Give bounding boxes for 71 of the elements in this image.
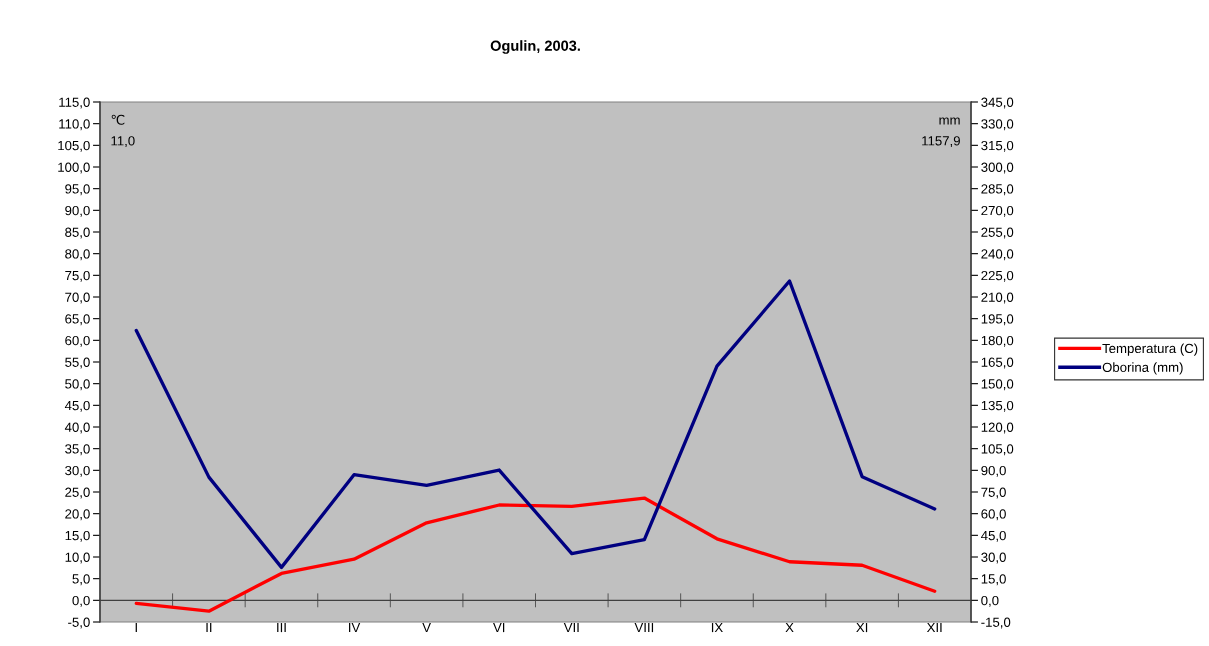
x-tick-label: IV — [349, 623, 361, 633]
y-tick-label: 50,0 — [65, 379, 90, 391]
x-tick-label: IX — [711, 623, 723, 633]
y2-tick-label: 315,0 — [981, 140, 1014, 152]
y2-tick-label: 285,0 — [981, 184, 1014, 196]
y2-tick-label: 120,0 — [981, 422, 1014, 434]
y-tick-label: 45,0 — [64, 400, 90, 412]
y-tick-label: 90,0 — [65, 205, 90, 217]
x-tick-label: I — [135, 623, 137, 633]
y-tick-label: 110,0 — [59, 119, 90, 131]
y2-tick-label: 195,0 — [981, 314, 1014, 326]
y-tick-label: 20,0 — [65, 509, 90, 521]
y2-tick-label: 75,0 — [981, 487, 1006, 499]
y2-tick-label: 0,0 — [981, 595, 999, 607]
y2-tick-label: 15,0 — [981, 574, 1006, 586]
legend-label: Oborina (mm) — [1102, 362, 1183, 375]
legend-label: Temperatura (C) — [1102, 343, 1198, 356]
line-series — [134, 279, 937, 570]
y-tick-label: 100,0 — [58, 162, 90, 174]
x-tick-label: III — [277, 623, 286, 633]
x-tick-label: XII — [926, 623, 942, 633]
y-tick-label: 35,0 — [65, 444, 90, 456]
y-tick-label: 10,0 — [65, 552, 90, 564]
y2-tick-label: 105,0 — [981, 444, 1014, 456]
x-tick-label: V — [422, 623, 431, 633]
y-tick-label: 95,0 — [65, 184, 90, 196]
y2-tick-label: 60,0 — [981, 509, 1006, 521]
y-tick-label: 65,0 — [65, 314, 90, 326]
x-tick-label: X — [785, 623, 794, 633]
y2-tick-label: 90,0 — [981, 465, 1006, 477]
annotation: mm — [939, 117, 960, 125]
y-tick-label: 70,0 — [65, 292, 90, 304]
y-tick-label: 75,0 — [65, 270, 90, 282]
y-tick-label: 55,0 — [65, 357, 90, 369]
y2-tick-label: -15,0 — [981, 617, 1011, 629]
y2-tick-label: 330,0 — [981, 119, 1014, 131]
y2-tick-label: 210,0 — [981, 292, 1014, 304]
y-tick-label: 5,0 — [72, 574, 90, 586]
x-tick-label: VIII — [634, 623, 654, 633]
y-tick-label: 30,0 — [65, 465, 90, 477]
y2-tick-label: 135,0 — [981, 400, 1014, 412]
y-tick-label: -5,0 — [68, 617, 90, 629]
y-tick-label: 105,0 — [58, 140, 90, 152]
y-tick-label: 80,0 — [65, 249, 90, 261]
y-tick-label: 85,0 — [65, 227, 90, 239]
y2-tick-label: 180,0 — [981, 335, 1014, 347]
y-tick-label: 25,0 — [65, 487, 90, 499]
y2-tick-label: 345,0 — [981, 97, 1014, 109]
y2-tick-label: 30,0 — [981, 552, 1006, 564]
chart-title: Ogulin, 2003. — [490, 40, 580, 54]
y2-tick-label: 300,0 — [981, 162, 1014, 174]
y2-tick-label: 225,0 — [981, 270, 1014, 282]
x-tick-label: XI — [856, 623, 868, 633]
annotation: ℃ — [111, 114, 125, 125]
y-tick-label: 0,0 — [72, 595, 90, 607]
y2-tick-label: 45,0 — [981, 530, 1006, 542]
x-tick-label: II — [206, 623, 212, 633]
y2-tick-label: 240,0 — [981, 249, 1014, 261]
y-tick-label: 15,0 — [65, 530, 90, 542]
y-tick-label: 115,0 — [59, 97, 90, 109]
y2-tick-label: 255,0 — [981, 227, 1014, 239]
y-tick-label: 40,0 — [64, 422, 90, 434]
annotation: 1157,9 — [922, 136, 960, 148]
y2-tick-label: 165,0 — [981, 357, 1014, 369]
line-series — [134, 496, 937, 613]
y2-tick-label: 270,0 — [981, 205, 1014, 217]
y-tick-label: 60,0 — [65, 335, 90, 347]
x-tick-label: VI — [493, 623, 505, 633]
x-tick-label: VII — [563, 623, 579, 633]
annotation: 11,0 — [111, 136, 135, 148]
y2-tick-label: 150,0 — [981, 379, 1014, 391]
